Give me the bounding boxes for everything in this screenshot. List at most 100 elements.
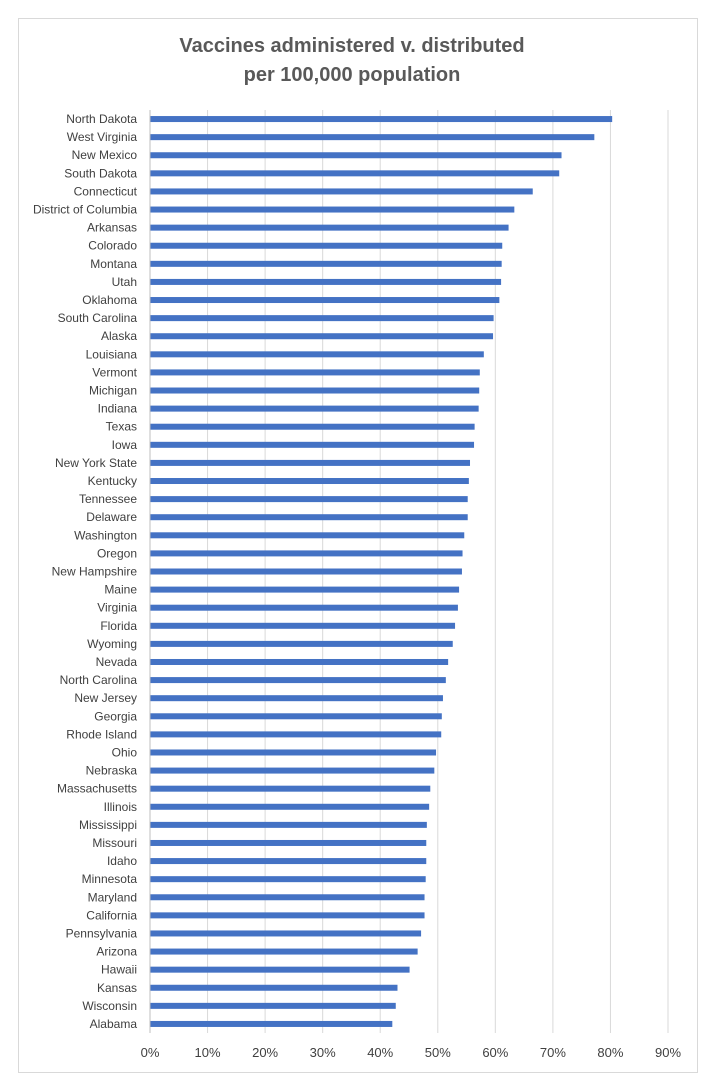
bar [150,894,425,901]
bar [150,170,560,177]
category-label: Kentucky [88,474,137,488]
bar [150,858,427,865]
bar [150,930,422,937]
category-label: South Dakota [64,166,137,180]
bar [150,640,453,647]
bar [150,315,494,322]
bar [150,876,426,883]
category-label: Michigan [89,384,137,398]
category-label: Minnesota [82,872,138,886]
bar [150,206,515,213]
bar [150,1002,396,1009]
bar [150,514,468,521]
bar [150,912,425,919]
bar [150,387,480,394]
bar [150,423,475,430]
category-label: Oregon [97,546,137,560]
bar [150,677,446,684]
x-tick-label: 40% [367,1045,393,1060]
category-label: District of Columbia [33,203,137,217]
bar [150,568,462,575]
category-label: Vermont [92,365,137,379]
x-tick-label: 50% [425,1045,451,1060]
category-label: Idaho [107,854,137,868]
bar [150,731,442,738]
category-label: New Jersey [74,691,137,705]
bar [150,984,398,991]
bar [150,278,502,285]
bar [150,803,430,810]
bar [150,242,503,249]
category-label: North Dakota [66,112,137,126]
category-label: California [86,908,137,922]
category-label: Georgia [94,709,137,723]
bar [150,604,458,611]
bar [150,369,480,376]
bar [150,496,468,503]
bar [150,532,465,539]
category-label: Florida [100,619,137,633]
bar [150,116,613,123]
bar [150,622,456,629]
category-label: Alabama [90,1017,138,1031]
bar [150,839,427,846]
bar [150,767,435,774]
category-label: Louisiana [86,347,138,361]
bar [150,351,484,358]
bar [150,152,562,159]
bar [150,459,471,466]
category-label: Wyoming [87,637,137,651]
bar [150,821,427,828]
x-tick-label: 20% [252,1045,278,1060]
category-label: Colorado [88,239,137,253]
category-label: Arkansas [87,221,137,235]
category-label: Iowa [112,438,138,452]
category-label: Oklahoma [82,293,137,307]
category-label: Indiana [98,402,138,416]
x-tick-label: 90% [655,1045,681,1060]
category-label: Maryland [88,890,137,904]
bar [150,478,469,485]
category-label: Massachusetts [57,782,137,796]
category-label: Nebraska [86,764,138,778]
category-label: Maine [104,583,137,597]
bar [150,1020,393,1027]
category-label: Rhode Island [66,727,137,741]
category-label: New Mexico [72,148,138,162]
bar [150,749,437,756]
bar [150,134,595,141]
category-label: Pennsylvania [66,926,138,940]
category-label: Alaska [101,329,137,343]
category-label: Tennessee [79,492,137,506]
bar [150,785,431,792]
bar [150,966,410,973]
bar [150,550,463,557]
category-label: Missouri [92,836,137,850]
chart-title-line-2: per 100,000 population [243,64,461,86]
x-tick-label: 10% [195,1045,221,1060]
bar [150,405,479,412]
x-tick-label: 30% [310,1045,336,1060]
bar [150,586,460,593]
category-label: Virginia [97,601,137,615]
category-label: Arizona [96,945,137,959]
bar [150,713,442,720]
category-label: New York State [55,456,137,470]
bar [150,333,494,340]
category-label: Connecticut [74,184,138,198]
category-label: Nevada [96,655,138,669]
chart-title-line-1: Vaccines administered v. distributed [179,35,525,57]
x-tick-label: 60% [482,1045,508,1060]
category-label: Delaware [86,510,137,524]
category-label: Montana [90,257,137,271]
category-label: Ohio [112,745,138,759]
category-label: North Carolina [60,673,138,687]
bar [150,297,500,304]
category-label: Washington [74,528,137,542]
category-label: New Hampshire [52,565,138,579]
chart-frame [18,18,698,1073]
category-label: South Carolina [58,311,138,325]
category-label: Hawaii [101,963,137,977]
bar [150,441,475,448]
